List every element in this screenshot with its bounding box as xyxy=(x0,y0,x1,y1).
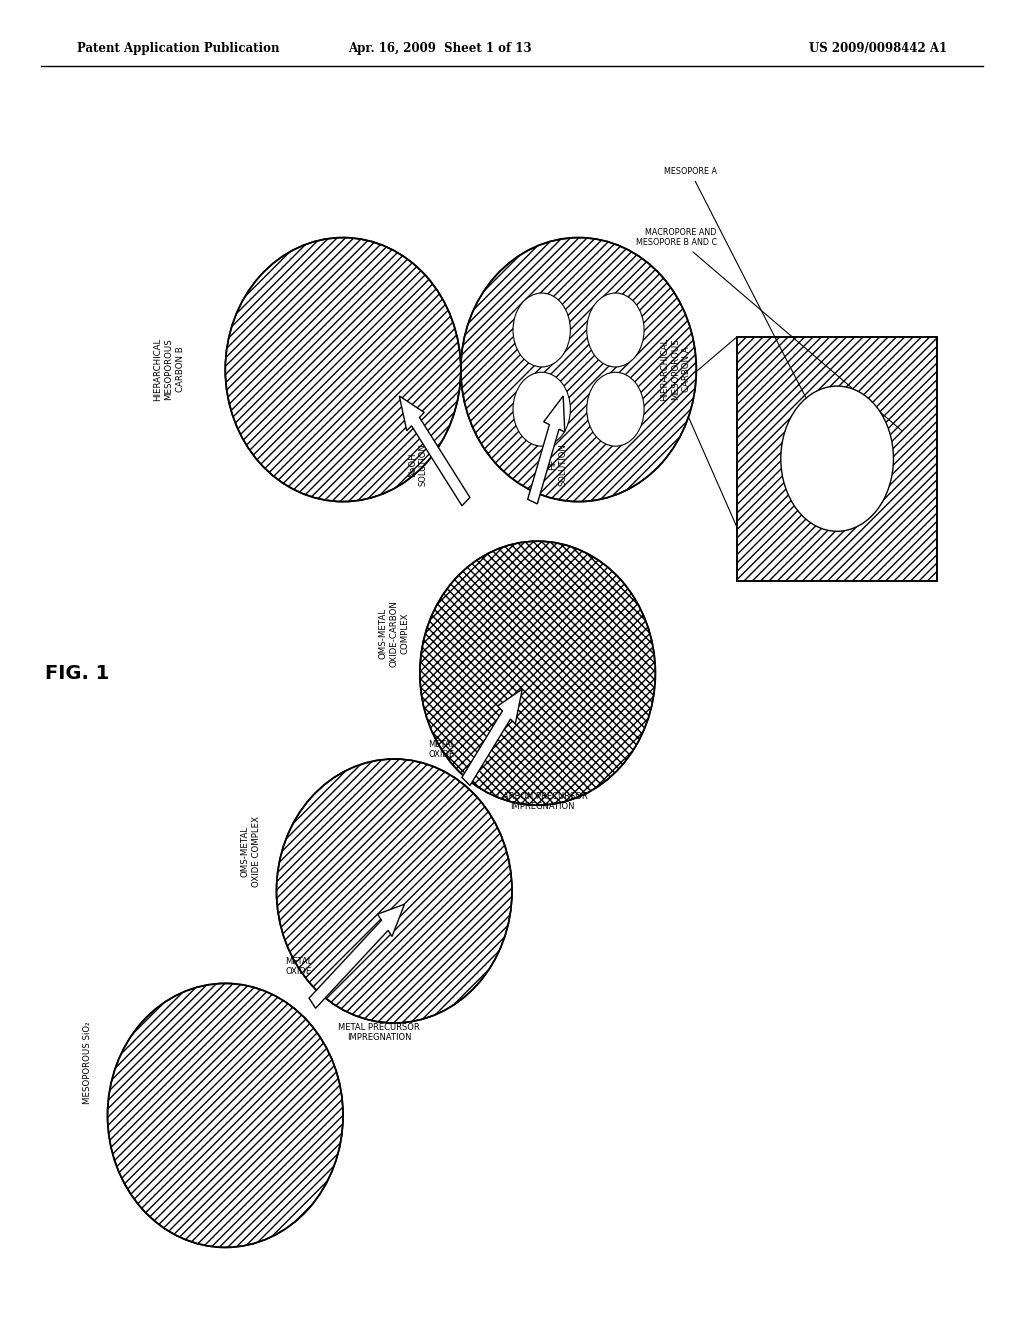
Ellipse shape xyxy=(587,372,644,446)
Ellipse shape xyxy=(513,372,570,446)
Text: METAL PRECURSOR
IMPREGNATION: METAL PRECURSOR IMPREGNATION xyxy=(338,1023,420,1043)
Ellipse shape xyxy=(225,238,461,502)
Ellipse shape xyxy=(420,541,655,805)
Bar xyxy=(737,337,937,581)
Text: CARBON PRECURSOR
IMPREGNATION: CARBON PRECURSOR IMPREGNATION xyxy=(498,792,588,812)
Text: FIG. 1: FIG. 1 xyxy=(45,664,109,682)
Text: US 2009/0098442 A1: US 2009/0098442 A1 xyxy=(809,42,947,55)
Text: OMS-METAL
OXIDE-CARBON
COMPLEX: OMS-METAL OXIDE-CARBON COMPLEX xyxy=(379,601,410,667)
Bar xyxy=(737,337,937,581)
Ellipse shape xyxy=(276,759,512,1023)
Text: Patent Application Publication: Patent Application Publication xyxy=(77,42,280,55)
FancyArrow shape xyxy=(309,904,404,1008)
Ellipse shape xyxy=(461,238,696,502)
Text: MACROPORE AND
MESOPORE B AND C: MACROPORE AND MESOPORE B AND C xyxy=(636,228,901,430)
Ellipse shape xyxy=(108,983,343,1247)
Text: MESOPORE A: MESOPORE A xyxy=(664,168,836,457)
Text: Apr. 16, 2009  Sheet 1 of 13: Apr. 16, 2009 Sheet 1 of 13 xyxy=(348,42,532,55)
FancyArrow shape xyxy=(462,689,522,785)
Text: HIERARCHICAL
MESOPOROUS
CARBON B: HIERARCHICAL MESOPOROUS CARBON B xyxy=(154,338,184,401)
Text: NaOH
SOLUTION: NaOH SOLUTION xyxy=(409,444,427,486)
Text: HIERARCHICAL
MESOPOROUS
CARBON A: HIERARCHICAL MESOPOROUS CARBON A xyxy=(660,338,691,401)
Ellipse shape xyxy=(780,385,893,532)
Text: MESOPOROUS SiO₂: MESOPOROUS SiO₂ xyxy=(83,1022,91,1104)
Text: METAL
OXIDE: METAL OXIDE xyxy=(285,957,312,975)
Text: METAL
OXIDE: METAL OXIDE xyxy=(428,741,456,759)
FancyArrow shape xyxy=(527,396,565,504)
Text: OMS-METAL
OXIDE COMPLEX: OMS-METAL OXIDE COMPLEX xyxy=(241,816,261,887)
FancyArrow shape xyxy=(399,396,470,506)
Ellipse shape xyxy=(513,293,570,367)
Ellipse shape xyxy=(587,293,644,367)
Text: HF
SOLUTION: HF SOLUTION xyxy=(549,444,567,486)
